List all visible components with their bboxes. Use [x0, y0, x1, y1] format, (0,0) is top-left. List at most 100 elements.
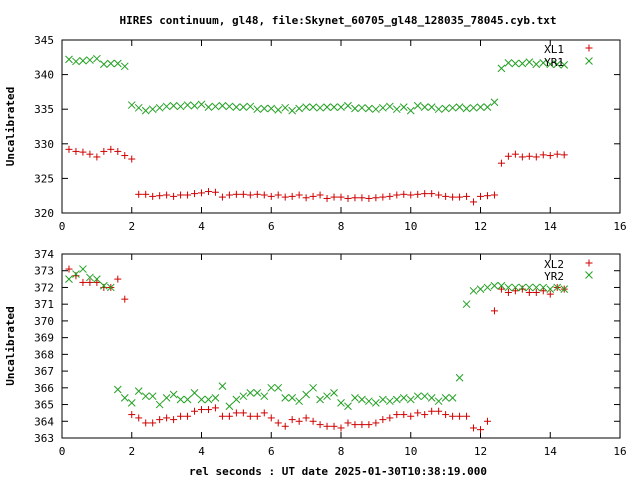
data-point-yr1 — [539, 58, 548, 67]
data-point-yr1 — [79, 56, 87, 65]
data-point-yr2 — [65, 275, 73, 283]
data-point-xl2 — [518, 285, 526, 293]
x-tick-label: 10 — [404, 445, 417, 458]
data-point-xl1 — [204, 188, 212, 196]
data-point-xl1 — [449, 193, 457, 201]
data-point-yr1 — [441, 104, 450, 113]
data-point-yr2 — [469, 286, 478, 295]
data-point-yr1 — [365, 104, 373, 113]
data-point-yr1 — [86, 56, 94, 64]
data-point-xl2 — [232, 409, 240, 417]
data-point-xl1 — [79, 148, 87, 156]
data-point-xl1 — [372, 194, 380, 202]
data-point-xl1 — [177, 191, 185, 199]
data-point-xl1 — [553, 150, 561, 158]
data-point-xl1 — [504, 152, 512, 160]
data-point-xl2 — [407, 412, 415, 420]
data-point-xl1 — [337, 193, 345, 201]
data-point-yr1 — [455, 103, 464, 111]
top-panel: Uncalibrated 0 2 4 6 8 10 12 14 16 320 325 330 335 34… — [4, 34, 627, 233]
data-point-yr1 — [490, 98, 499, 107]
data-point-xl1 — [163, 191, 171, 199]
data-point-xl2 — [337, 424, 345, 432]
data-point-yr2 — [413, 392, 422, 401]
data-point-xl1 — [358, 194, 366, 202]
data-point-xl2 — [539, 287, 547, 295]
data-point-xl1 — [463, 192, 471, 200]
data-point-yr2 — [525, 283, 534, 292]
data-point-yr2 — [406, 395, 415, 404]
data-point-yr2 — [365, 397, 373, 406]
data-point-yr1 — [309, 103, 317, 111]
data-point-yr2 — [141, 392, 150, 401]
data-point-xl1 — [490, 191, 498, 199]
x-tick-label: 16 — [613, 220, 626, 233]
data-point-xl1 — [267, 192, 275, 200]
data-point-xl2 — [435, 407, 443, 415]
data-point-xl2 — [246, 412, 254, 420]
bottom-panel: Uncalibrated 0 2 4 6 8 10 12 14 16 363 364 365 366 36… — [4, 248, 627, 458]
legend-label-yr2: YR2 — [544, 270, 564, 283]
data-point-xl1 — [560, 151, 568, 159]
data-point-xl1 — [351, 194, 359, 202]
data-point-yr1 — [148, 105, 157, 114]
data-point-yr1 — [504, 58, 513, 67]
data-point-yr2 — [295, 397, 304, 406]
data-point-xl1 — [191, 190, 199, 198]
y-tick-label: 335 — [34, 103, 54, 116]
y-tick-label: 365 — [34, 399, 54, 412]
data-point-yr2 — [448, 394, 457, 402]
data-point-xl1 — [239, 190, 247, 198]
top-legend: XL1 YR1 — [544, 43, 593, 69]
y-tick-label: 372 — [34, 281, 54, 294]
data-point-yr2 — [532, 283, 541, 292]
data-point-xl1 — [274, 191, 282, 199]
data-point-yr1 — [448, 103, 457, 112]
data-point-yr1 — [155, 103, 164, 112]
y-tick-label: 368 — [34, 348, 54, 361]
y-tick-label: 371 — [34, 298, 54, 311]
data-point-yr1 — [72, 57, 80, 66]
data-point-yr2 — [518, 283, 527, 292]
data-point-xl2 — [177, 412, 185, 420]
data-point-xl1 — [86, 150, 94, 158]
data-point-xl2 — [225, 412, 233, 420]
data-point-yr2 — [337, 399, 345, 407]
legend-marker-yr2 — [585, 271, 593, 279]
data-point-xl1 — [156, 192, 164, 200]
data-point-xl1 — [442, 192, 450, 200]
data-point-yr2 — [106, 283, 115, 292]
data-point-yr1 — [532, 60, 541, 69]
data-point-xl2 — [449, 412, 457, 420]
data-point-yr2 — [399, 394, 408, 402]
data-point-yr1 — [141, 106, 150, 115]
x-tick-label: 6 — [268, 220, 275, 233]
data-point-yr1 — [560, 61, 569, 69]
data-point-yr2 — [232, 395, 241, 404]
data-point-yr1 — [65, 55, 73, 64]
data-point-yr1 — [281, 103, 290, 112]
data-point-yr2 — [155, 400, 164, 409]
data-point-yr1 — [232, 103, 241, 111]
data-point-xl1 — [365, 194, 373, 202]
data-point-xl2 — [386, 414, 394, 422]
data-point-xl1 — [142, 190, 150, 198]
data-point-xl1 — [128, 155, 136, 163]
data-point-xl2 — [532, 288, 540, 296]
data-point-xl2 — [191, 407, 199, 415]
data-point-xl2 — [456, 412, 464, 420]
data-point-yr1 — [553, 60, 562, 69]
data-point-xl2 — [358, 421, 366, 429]
data-point-yr1 — [420, 103, 429, 111]
y-tick-label: 367 — [34, 365, 54, 378]
x-tick-label: 2 — [128, 445, 135, 458]
bottom-plot-frame — [61, 253, 621, 439]
data-point-yr2 — [392, 395, 401, 404]
data-point-xl1 — [93, 153, 101, 161]
data-point-xl1 — [170, 192, 178, 200]
data-point-yr1 — [260, 104, 269, 113]
data-point-yr2 — [358, 395, 366, 404]
data-point-xl2 — [65, 265, 73, 273]
data-point-xl2 — [344, 419, 352, 427]
y-tick-label: 369 — [34, 332, 54, 345]
